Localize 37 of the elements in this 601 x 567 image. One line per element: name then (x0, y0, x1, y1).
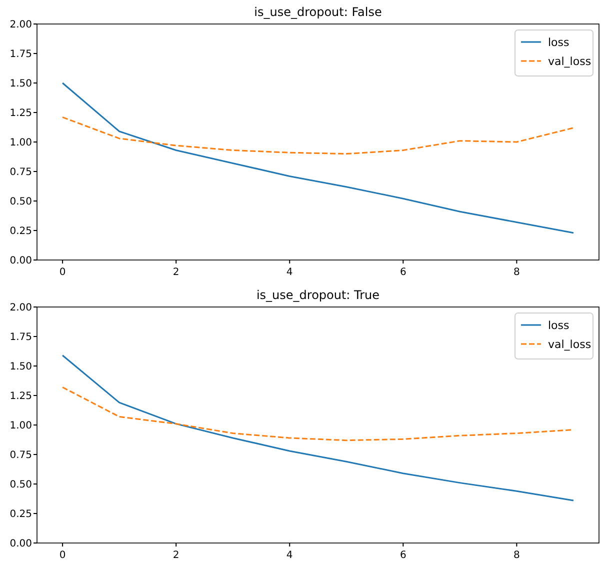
y-tick-label: 0.50 (10, 480, 32, 490)
legend-label: loss (548, 36, 570, 49)
y-tick-label: 0.75 (10, 167, 32, 178)
line-series (62, 354, 574, 502)
x-tick-label: 8 (514, 550, 520, 561)
x-tick-label: 4 (286, 550, 293, 561)
line-series (62, 116, 574, 155)
line-series (62, 82, 574, 234)
y-tick-label: 1.75 (10, 332, 32, 343)
x-tick-label: 2 (172, 550, 180, 561)
chart-title: is_use_dropout: False (254, 5, 382, 19)
y-tick-label: 1.25 (10, 391, 32, 402)
x-tick-label: 0 (59, 550, 66, 561)
y-tick-label: 1.50 (10, 78, 32, 90)
legend-label: val_loss (548, 55, 592, 68)
y-tick-label: 0.00 (10, 538, 32, 550)
y-tick-label: 1.00 (10, 420, 32, 432)
y-tick-label: 1.00 (10, 138, 32, 148)
y-tick-label: 2.00 (10, 302, 32, 314)
chart-title: is_use_dropout: True (256, 288, 380, 302)
y-tick-label: 0.25 (10, 509, 32, 520)
y-tick-label: 2.00 (10, 20, 32, 30)
x-tick-label: 8 (514, 267, 520, 278)
y-tick-label: 1.50 (10, 362, 32, 372)
y-tick-label: 0.50 (10, 196, 32, 208)
x-tick-label: 2 (172, 267, 180, 278)
y-tick-label: 1.75 (10, 49, 32, 60)
x-tick-label: 6 (400, 267, 406, 278)
x-tick-label: 4 (286, 267, 293, 278)
x-tick-label: 6 (400, 550, 406, 561)
legend-label: loss (548, 319, 570, 332)
x-tick-label: 0 (59, 267, 66, 278)
y-tick-label: 1.25 (10, 108, 32, 119)
y-tick-label: 0.00 (10, 256, 32, 266)
legend-label: val_loss (548, 338, 592, 351)
y-tick-label: 0.25 (10, 226, 32, 237)
y-tick-label: 0.75 (10, 450, 32, 461)
